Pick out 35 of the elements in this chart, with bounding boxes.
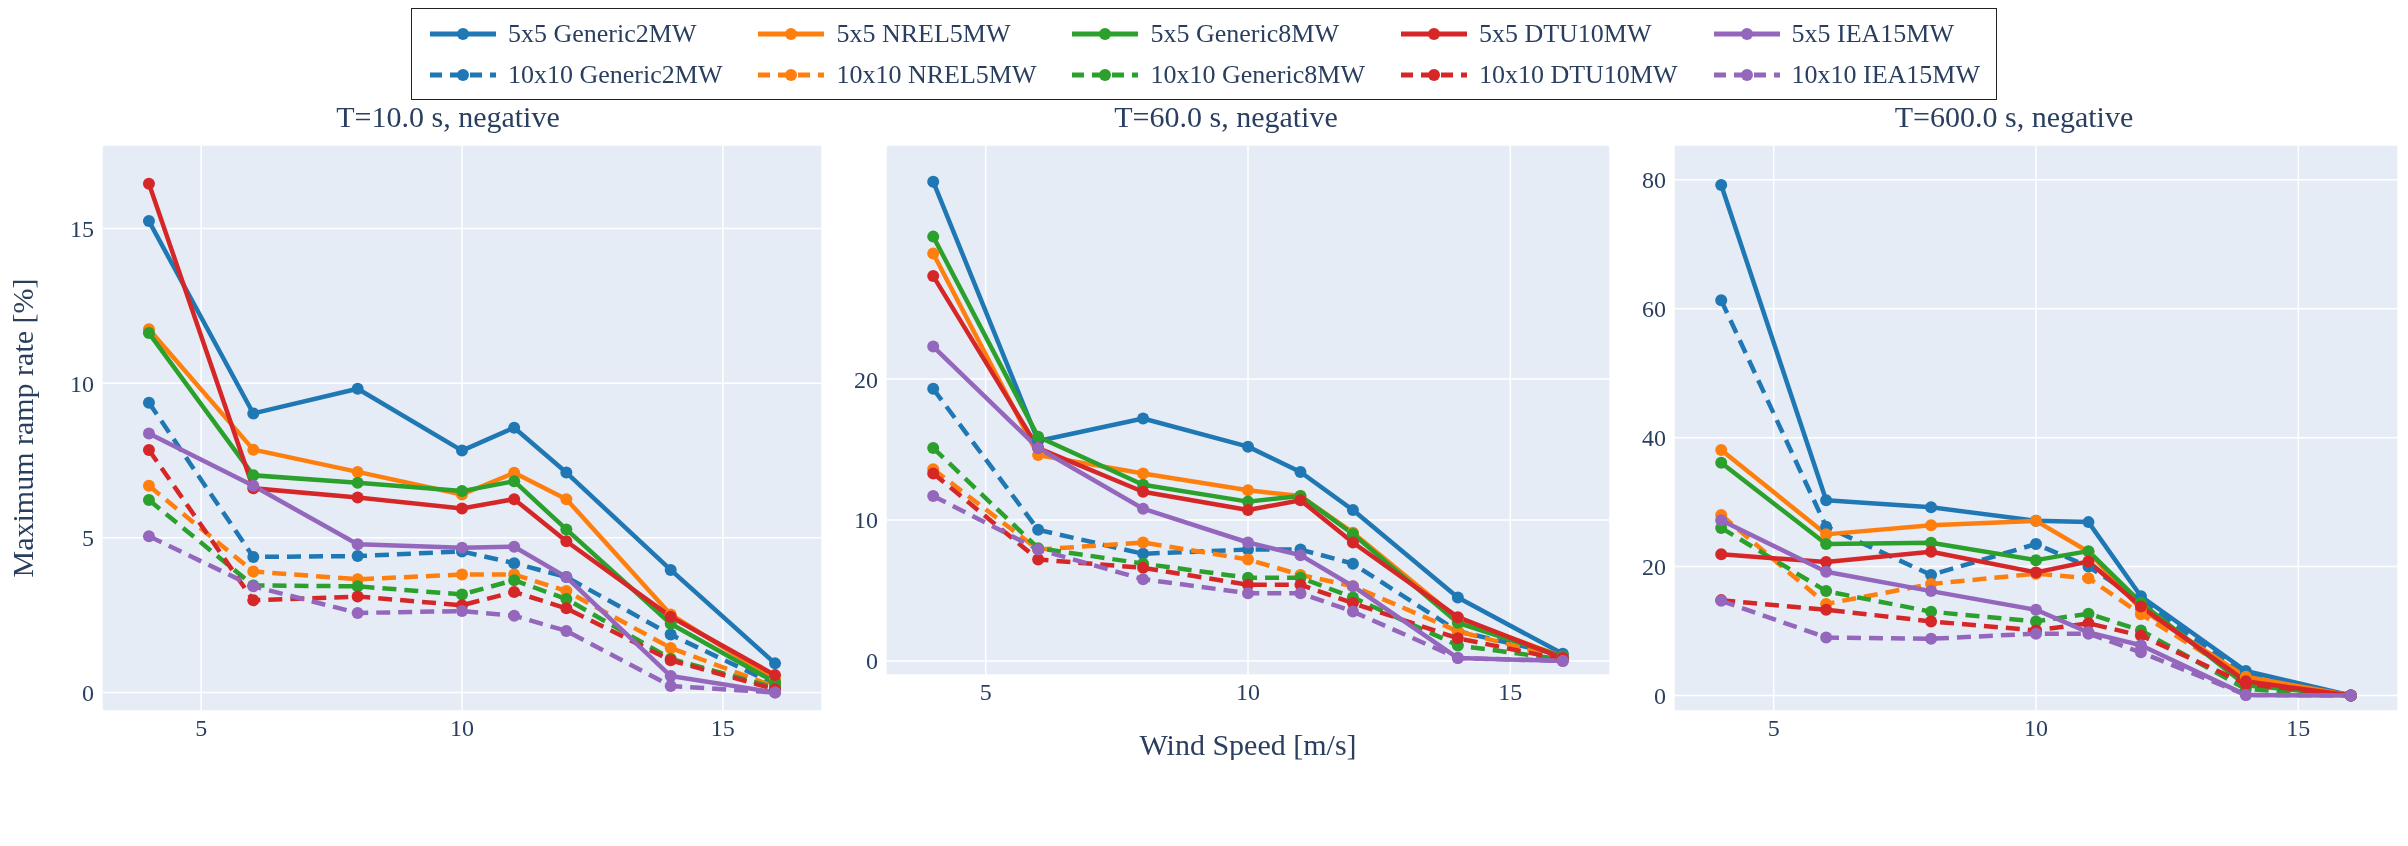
y-tick-label: 0	[866, 648, 878, 675]
chart-title: T=10.0 s, negative	[335, 100, 561, 135]
legend-label: 10x10 NREL5MW	[836, 59, 1037, 90]
y-tick-label: 60	[1642, 296, 1666, 323]
x-tick-label: 10	[2024, 715, 2048, 742]
y-tick-label: 80	[1642, 167, 1666, 194]
x-tick-label: 15	[710, 715, 735, 742]
x-tick-label: 5	[1767, 715, 1780, 742]
y-tick-label: 20	[854, 366, 878, 393]
y-tick-label: 0	[82, 679, 94, 706]
legend-label: 5x5 NREL5MW	[836, 18, 1011, 49]
legend-label: 10x10 Generic8MW	[1150, 59, 1365, 90]
y-axis-title: Maximum ramp rate [%]	[5, 278, 39, 578]
x-tick-label: 15	[2286, 715, 2311, 742]
legend-label: 10x10 DTU10MW	[1478, 59, 1678, 90]
legend-label: 10x10 Generic2MW	[508, 59, 723, 90]
y-tick-label: 5	[82, 525, 94, 552]
y-tick-label: 20	[1642, 554, 1666, 581]
chart-title: T=600.0 s, negative	[1893, 100, 2135, 135]
y-tick-label: 10	[70, 370, 94, 397]
legend-label: 10x10 IEA15MW	[1791, 59, 1980, 90]
legend-label: 5x5 Generic8MW	[1150, 18, 1339, 49]
legend-label: 5x5 DTU10MW	[1478, 18, 1652, 49]
y-tick-label: 40	[1642, 425, 1666, 452]
x-tick-label: 5	[195, 715, 208, 742]
y-tick-label: 10	[854, 507, 878, 534]
legend-label: 5x5 IEA15MW	[1791, 18, 1954, 49]
chart-title: T=60.0 s, negative	[1113, 100, 1339, 135]
y-tick-label: 0	[1654, 683, 1666, 710]
x-tick-label: 15	[1498, 679, 1523, 706]
legend-label: 5x5 Generic2MW	[508, 18, 697, 49]
x-tick-label: 5	[979, 679, 992, 706]
y-tick-label: 15	[70, 216, 94, 243]
x-tick-label: 10	[450, 715, 474, 742]
x-tick-label: 10	[1236, 679, 1260, 706]
